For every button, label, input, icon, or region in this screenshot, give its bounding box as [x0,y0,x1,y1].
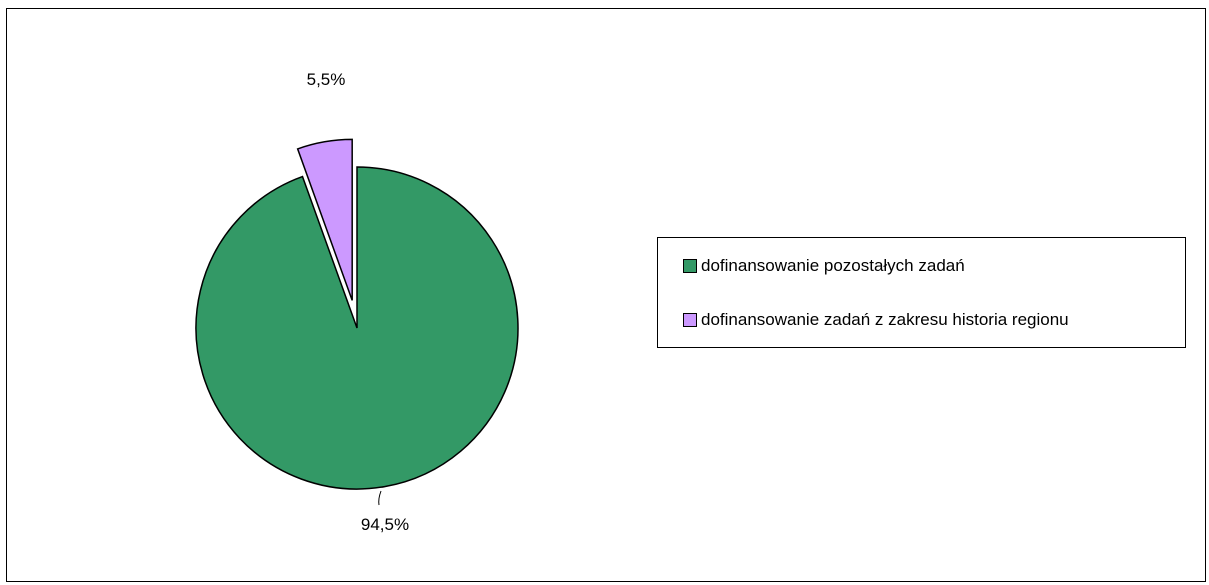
pie-slices [195,138,519,490]
leader-line-pozostale [378,490,382,506]
pie-labels: 94,5% 5,5% [307,70,409,534]
legend-swatch-pozostale [683,259,697,273]
legend-label-pozostale: dofinansowanie pozostałych zadań [701,256,965,275]
slice-historia [296,138,353,301]
legend-item-pozostale: dofinansowanie pozostałych zadań [683,256,965,276]
data-label-historia: 5,5% [307,70,346,89]
data-label-pozostale: 94,5% [361,515,409,534]
legend-swatch-historia [683,313,697,327]
legend-label-historia: dofinansowanie zadań z zakresu historia … [701,310,1069,329]
legend-item-historia: dofinansowanie zadań z zakresu historia … [683,310,1069,330]
legend: dofinansowanie pozostałych zadań dofinan… [657,237,1186,348]
slice-pozostale [195,166,519,490]
